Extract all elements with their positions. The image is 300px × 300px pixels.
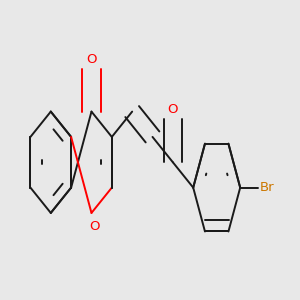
Text: O: O [86, 52, 97, 66]
Text: O: O [168, 103, 178, 116]
Text: O: O [89, 220, 100, 233]
Text: Br: Br [260, 181, 275, 194]
